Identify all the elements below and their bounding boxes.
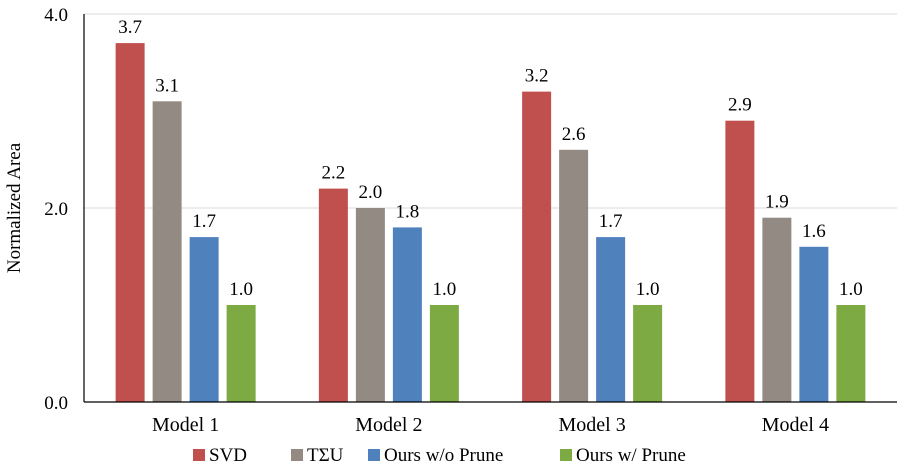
y-tick-label: 4.0 — [44, 5, 68, 26]
y-tick-label: 2.0 — [44, 199, 68, 220]
data-label: 2.0 — [359, 182, 383, 203]
data-label: 1.0 — [636, 279, 660, 300]
data-label: 2.2 — [322, 163, 346, 184]
legend-swatch — [291, 449, 303, 461]
bar — [392, 227, 422, 402]
legend-label: Ours w/o Prune — [384, 445, 503, 466]
data-label: 1.0 — [229, 279, 253, 300]
data-labels: 3.7 3.1 1.7 1.0 2.2 2.0 1.8 1.0 3.2 2.6 1.7 1.0 2.9 1… — [118, 17, 863, 300]
legend-swatch — [560, 449, 572, 461]
legend-swatch — [193, 449, 205, 461]
legend-label: Ours w/ Prune — [576, 445, 686, 466]
gridlines — [84, 13, 897, 209]
category-labels: Model 1 Model 2 Model 3 Model 4 — [152, 414, 829, 436]
category-label: Model 2 — [355, 414, 422, 436]
data-label: 1.8 — [396, 201, 420, 222]
data-label: 1.6 — [802, 221, 826, 242]
bar — [115, 43, 145, 402]
legend-label: SVD — [209, 445, 247, 466]
bar — [226, 305, 256, 402]
data-label: 1.0 — [839, 279, 863, 300]
bar — [559, 149, 589, 402]
bar — [725, 120, 755, 402]
data-label: 1.7 — [599, 211, 623, 232]
legend: SVD TΣU Ours w/o Prune Ours w/ Prune — [193, 445, 686, 466]
bar — [836, 305, 866, 402]
bar — [189, 237, 219, 402]
bar — [799, 246, 829, 402]
y-tick-label: 0.0 — [44, 393, 68, 414]
data-label: 3.7 — [118, 17, 142, 38]
bar — [355, 208, 385, 402]
data-label: 1.7 — [192, 211, 216, 232]
legend-swatch — [368, 449, 380, 461]
data-label: 3.2 — [525, 66, 549, 87]
legend-label: TΣU — [307, 445, 344, 466]
data-label: 2.6 — [562, 124, 586, 145]
category-label: Model 4 — [762, 414, 829, 436]
bar — [522, 91, 552, 402]
bar — [762, 217, 792, 402]
axes — [83, 14, 897, 403]
data-label: 3.1 — [155, 75, 179, 96]
data-label: 1.9 — [765, 192, 789, 213]
y-axis-ticks: 0.0 2.0 4.0 — [44, 5, 68, 414]
category-label: Model 1 — [152, 414, 219, 436]
bars — [115, 43, 866, 403]
bar — [633, 305, 663, 402]
bar — [429, 305, 459, 402]
bar — [152, 101, 182, 403]
category-label: Model 3 — [559, 414, 626, 436]
data-label: 2.9 — [728, 95, 752, 116]
bar — [596, 237, 626, 402]
y-axis-label: Normalized Area — [4, 142, 25, 273]
data-label: 1.0 — [433, 279, 457, 300]
bar — [318, 188, 348, 402]
